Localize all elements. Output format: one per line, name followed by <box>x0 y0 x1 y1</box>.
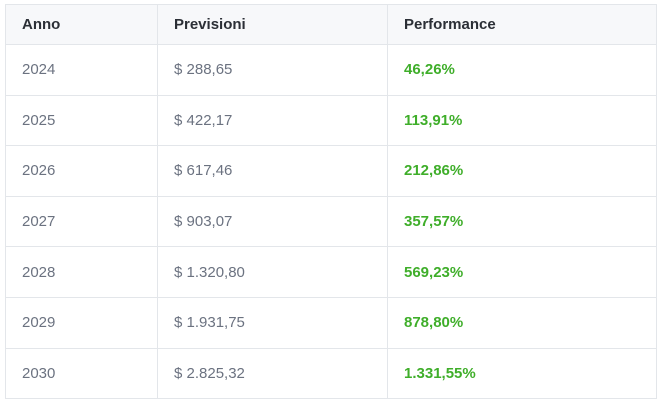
year-cell: 2026 <box>5 145 158 197</box>
header-performance: Performance <box>387 4 657 45</box>
table-row: 2030 $ 2.825,32 1.331,55% <box>5 347 657 400</box>
year-cell: 2028 <box>5 246 158 298</box>
forecast-cell: $ 1.320,80 <box>157 246 388 298</box>
year-cell: 2029 <box>5 296 158 349</box>
year-cell: 2024 <box>5 44 158 96</box>
table-row: 2027 $ 903,07 357,57% <box>5 195 657 248</box>
year-cell: 2025 <box>5 94 158 147</box>
table-row: 2029 $ 1.931,75 878,80% <box>5 296 657 349</box>
year-cell: 2030 <box>5 347 158 400</box>
table-body: 2024 $ 288,65 46,26% 2025 $ 422,17 113,9… <box>5 44 657 400</box>
performance-cell: 212,86% <box>387 145 657 197</box>
header-previsioni: Previsioni <box>157 4 388 45</box>
performance-cell: 46,26% <box>387 44 657 96</box>
year-cell: 2027 <box>5 195 158 248</box>
performance-cell: 878,80% <box>387 296 657 349</box>
table-row: 2025 $ 422,17 113,91% <box>5 94 657 147</box>
performance-cell: 357,57% <box>387 195 657 248</box>
header-row: Anno Previsioni Performance <box>5 4 657 45</box>
forecast-cell: $ 288,65 <box>157 44 388 96</box>
forecast-table-container: Anno Previsioni Performance 2024 $ 288,6… <box>5 4 657 400</box>
performance-cell: 113,91% <box>387 94 657 147</box>
table-header: Anno Previsioni Performance <box>5 4 657 45</box>
forecast-cell: $ 903,07 <box>157 195 388 248</box>
forecast-cell: $ 1.931,75 <box>157 296 388 349</box>
table-row: 2024 $ 288,65 46,26% <box>5 44 657 96</box>
forecast-cell: $ 422,17 <box>157 94 388 147</box>
header-anno: Anno <box>5 4 158 45</box>
performance-cell: 569,23% <box>387 246 657 298</box>
table-row: 2026 $ 617,46 212,86% <box>5 145 657 197</box>
forecast-cell: $ 2.825,32 <box>157 347 388 400</box>
forecast-cell: $ 617,46 <box>157 145 388 197</box>
forecast-table: Anno Previsioni Performance 2024 $ 288,6… <box>5 4 657 400</box>
performance-cell: 1.331,55% <box>387 347 657 400</box>
table-row: 2028 $ 1.320,80 569,23% <box>5 246 657 298</box>
